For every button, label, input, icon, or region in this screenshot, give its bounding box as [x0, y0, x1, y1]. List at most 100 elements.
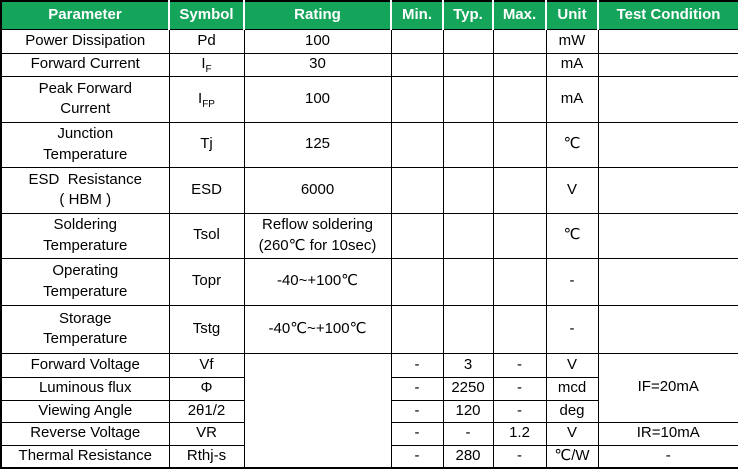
- cell-parameter: Power Dissipation: [0, 28, 170, 54]
- cell-typ: 120: [442, 399, 494, 423]
- cell-typ: [442, 304, 494, 354]
- cell-test-condition-merged: IF=20mA: [597, 352, 738, 423]
- cell-typ: [442, 257, 494, 306]
- cell-parameter: Thermal Resistance: [0, 444, 170, 468]
- cell-unit: mA: [545, 75, 599, 123]
- cell-rating: -40~+100℃: [243, 257, 392, 306]
- cell-test-condition: [597, 28, 738, 54]
- table-row: Operating Temperature Topr -40~+100℃ -: [0, 257, 738, 306]
- cell-symbol: Pd: [168, 28, 245, 54]
- cell-typ: -: [442, 421, 494, 446]
- cell-symbol: IFP: [168, 75, 245, 123]
- cell-symbol: 2θ1/2: [168, 399, 245, 423]
- cell-typ: [442, 166, 494, 214]
- cell-parameter: Operating Temperature: [0, 257, 170, 306]
- cell-max: -: [492, 352, 547, 378]
- cell-unit: V: [545, 166, 599, 214]
- symbol-base: ESD: [191, 180, 222, 198]
- cell-unit: mA: [545, 52, 599, 77]
- symbol-base: I: [201, 55, 206, 72]
- cell-min: -: [390, 376, 444, 401]
- cell-symbol: VR: [168, 421, 245, 446]
- cell-unit: -: [545, 304, 599, 354]
- symbol-subscript: FP: [202, 98, 215, 110]
- cell-parameter: Storage Temperature: [0, 304, 170, 354]
- cell-min: -: [390, 352, 444, 378]
- header-cell-symbol: Symbol: [168, 0, 245, 30]
- cell-unit: deg: [545, 399, 599, 423]
- cell-symbol: Tj: [168, 121, 245, 168]
- cell-typ: 3: [442, 352, 494, 378]
- cell-symbol: IF: [168, 52, 245, 77]
- cell-rating: -40℃~+100℃: [243, 304, 392, 354]
- cell-max: [492, 121, 547, 168]
- cell-min: -: [390, 444, 444, 468]
- cell-max: [492, 166, 547, 214]
- header-row: Parameter Symbol Rating Min. Typ. Max. U…: [0, 0, 738, 30]
- cell-symbol: Vf: [168, 352, 245, 378]
- cell-max: [492, 257, 547, 306]
- cell-test-condition: [597, 121, 738, 168]
- cell-test-condition: [597, 166, 738, 214]
- cell-typ: [442, 28, 494, 54]
- cell-unit: mcd: [545, 376, 599, 401]
- cell-max: [492, 75, 547, 123]
- header-cell-rating: Rating: [243, 0, 392, 30]
- symbol-base: 2θ1/2: [187, 401, 226, 419]
- cell-parameter: Junction Temperature: [0, 121, 170, 168]
- cell-unit: -: [545, 257, 599, 306]
- cell-test-condition: [597, 304, 738, 354]
- table-row: Junction Temperature Tj 125 ℃: [0, 121, 738, 168]
- table-row: Forward Voltage Vf - 3 - V IF=20mA: [0, 352, 738, 468]
- symbol-base: Tsol: [193, 226, 220, 243]
- cell-symbol: Topr: [168, 257, 245, 306]
- cell-max: -: [492, 444, 547, 468]
- cell-min: [390, 304, 444, 354]
- table-row: Viewing Angle 2θ1/2 - 120 - deg: [0, 399, 738, 423]
- cell-min: [390, 28, 444, 54]
- symbol-base: Tstg: [192, 319, 221, 337]
- cell-max: -: [492, 376, 547, 401]
- table-row: Peak Forward Current IFP 100 mA: [0, 75, 738, 123]
- cell-parameter: Forward Voltage: [0, 352, 170, 378]
- symbol-base: Topr: [191, 272, 222, 289]
- cell-test-condition: [597, 75, 738, 123]
- cell-unit: V: [545, 352, 599, 378]
- cell-min: -: [390, 399, 444, 423]
- header-cell-typ: Typ.: [442, 0, 494, 30]
- cell-rating-merged: [243, 352, 392, 468]
- cell-test-condition: [597, 52, 738, 77]
- symbol-base: Vf: [199, 355, 214, 373]
- cell-test-condition: [597, 212, 738, 259]
- cell-symbol: Tsol: [168, 212, 245, 259]
- cell-min: [390, 121, 444, 168]
- cell-unit: ℃: [545, 212, 599, 259]
- cell-max: [492, 28, 547, 54]
- header-cell-unit: Unit: [545, 0, 599, 30]
- table-row: Forward Current IF 30 mA: [0, 52, 738, 77]
- cell-test-condition: [597, 257, 738, 306]
- header-cell-max: Max.: [492, 0, 547, 30]
- cell-parameter: Reverse Voltage: [0, 421, 170, 446]
- symbol-base: Φ: [200, 379, 213, 396]
- cell-parameter: Soldering Temperature: [0, 212, 170, 259]
- cell-parameter: Peak Forward Current: [0, 75, 170, 123]
- cell-parameter: Forward Current: [0, 52, 170, 77]
- cell-rating: Reflow soldering (260℃ for 10sec): [243, 212, 392, 259]
- cell-min: [390, 52, 444, 77]
- cell-symbol: Rthj-s: [168, 444, 245, 468]
- symbol-base: I: [198, 89, 203, 107]
- cell-min: [390, 257, 444, 306]
- cell-unit: ℃/W: [545, 444, 599, 468]
- cell-max: -: [492, 399, 547, 423]
- cell-rating: 100: [243, 28, 392, 54]
- cell-typ: [442, 212, 494, 259]
- cell-unit: mW: [545, 28, 599, 54]
- table-row: Storage Temperature Tstg -40℃~+100℃ -: [0, 304, 738, 354]
- cell-test-condition: IR=10mA: [597, 421, 738, 446]
- cell-unit: V: [545, 421, 599, 446]
- cell-parameter: ESD Resistance ( HBM ): [0, 166, 170, 214]
- symbol-subscript: F: [205, 64, 212, 75]
- symbol-base: VR: [196, 424, 217, 441]
